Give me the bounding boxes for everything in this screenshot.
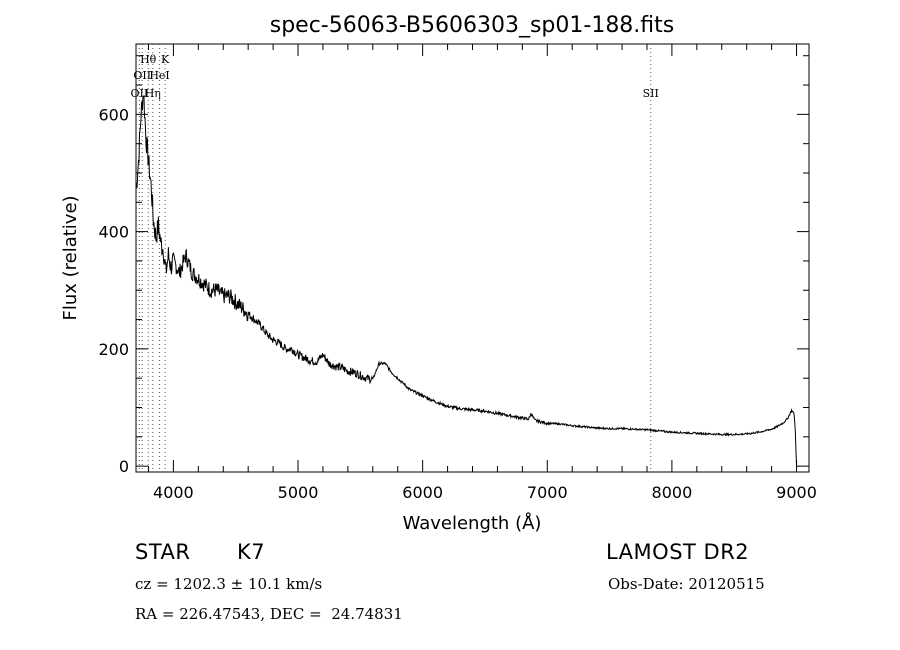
observation-date: Obs-Date: 20120515 — [608, 575, 765, 593]
x-tick-label: 9000 — [776, 483, 817, 502]
spectrum-chart: spec-56063-B5606303_sp01-188.fits OIIOII… — [60, 13, 817, 534]
object-subclass: K7 — [237, 540, 266, 564]
x-tick-label: 5000 — [278, 483, 319, 502]
marker-label: K — [161, 53, 170, 66]
chart-title: spec-56063-B5606303_sp01-188.fits — [270, 13, 675, 38]
coordinates: RA = 226.47543, DEC = 24.74831 — [135, 605, 403, 623]
x-tick-label: 8000 — [652, 483, 693, 502]
y-tick-label: 0 — [119, 457, 129, 476]
marker-label: Hη — [145, 87, 161, 100]
marker-label: SII — [643, 87, 659, 100]
redshift-cz: cz = 1202.3 ± 10.1 km/s — [135, 575, 323, 593]
marker-label: OII — [133, 69, 151, 82]
survey-name: LAMOST DR2 — [606, 540, 750, 564]
axis-ticks: 4000 5000 6000 7000 8000 9000 0 200 400 600 — [98, 44, 817, 502]
x-axis-label: Wavelength (Å) — [403, 512, 542, 534]
spectrum-line — [135, 94, 797, 467]
y-tick-label: 400 — [98, 223, 129, 242]
x-tick-label: 7000 — [527, 483, 568, 502]
object-class: STAR — [135, 540, 191, 564]
y-axis-label: Flux (relative) — [60, 195, 81, 320]
marker-label: Hθ — [140, 53, 157, 66]
y-tick-label: 600 — [98, 105, 129, 124]
x-tick-label: 4000 — [153, 483, 194, 502]
y-tick-label: 200 — [98, 340, 129, 359]
marker-label: HeI — [149, 69, 169, 82]
x-tick-label: 6000 — [402, 483, 443, 502]
